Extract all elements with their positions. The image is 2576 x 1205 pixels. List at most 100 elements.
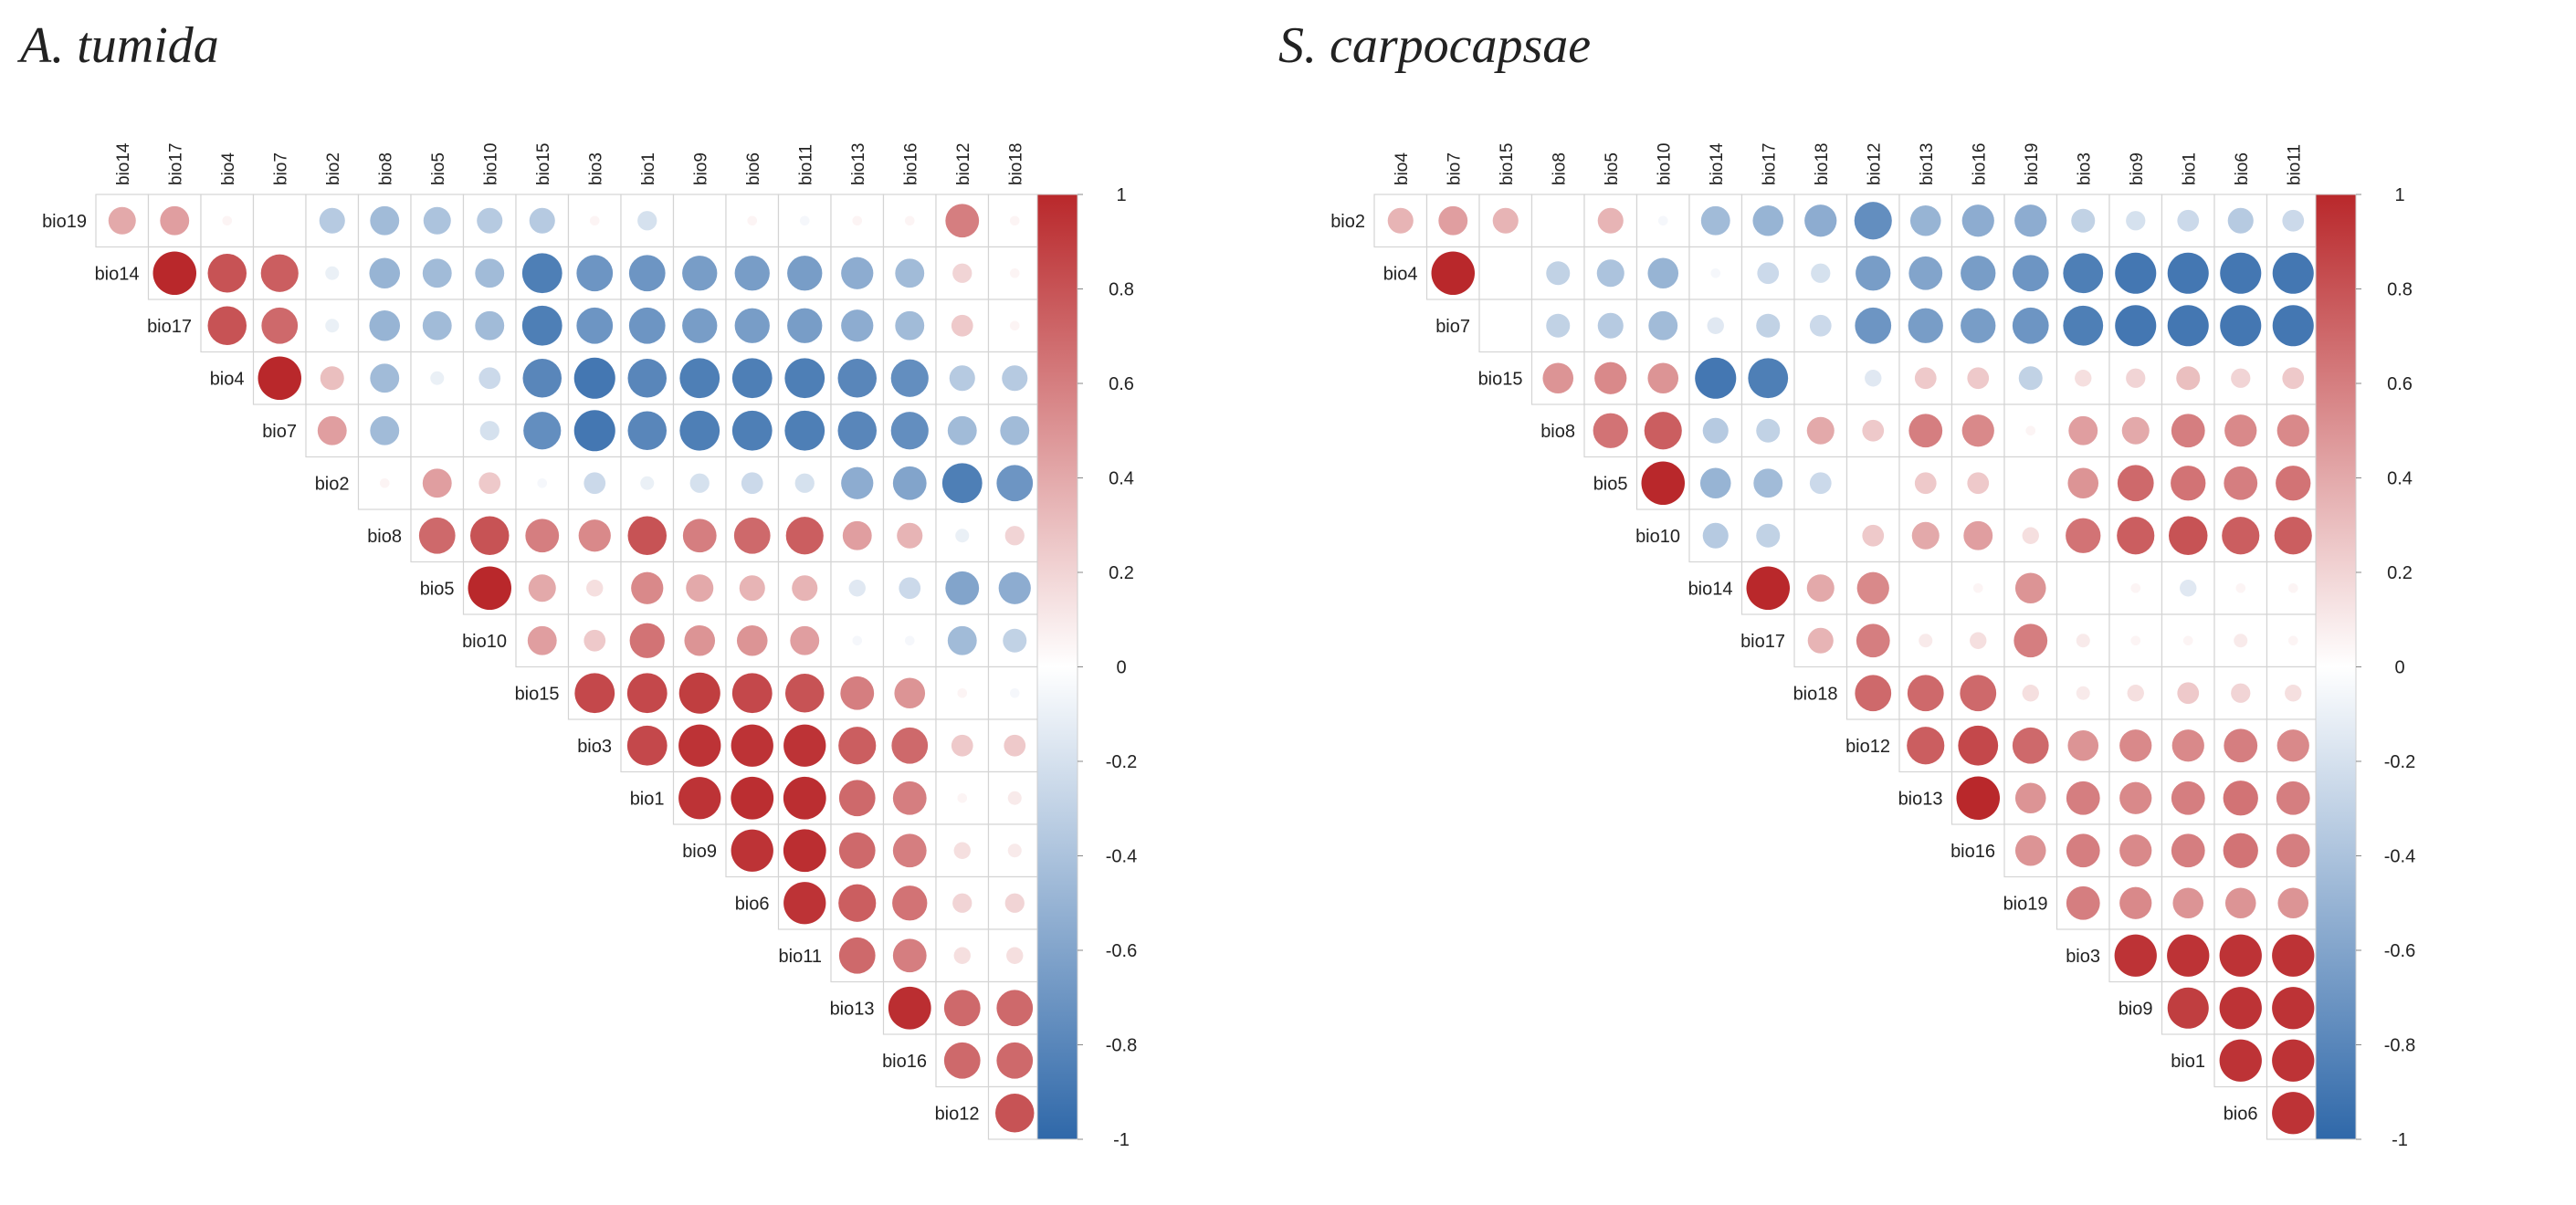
correlation-circle xyxy=(525,519,560,553)
correlation-circle xyxy=(1753,468,1783,498)
matrix-cell xyxy=(1530,194,1585,248)
correlation-circle xyxy=(1702,522,1729,549)
column-label: bio15 xyxy=(534,143,553,186)
correlation-circle xyxy=(2119,781,2152,814)
correlation-circle xyxy=(734,308,770,343)
correlation-circle xyxy=(2014,204,2047,237)
correlation-circle xyxy=(2130,582,2141,593)
correlation-circle xyxy=(837,359,877,398)
correlation-circle xyxy=(892,938,927,973)
correlation-circle xyxy=(1908,414,1943,448)
correlation-circle xyxy=(996,990,1034,1027)
correlation-circle xyxy=(468,566,511,610)
correlation-circle xyxy=(1492,207,1519,234)
colorbar-tick-label: 0.8 xyxy=(2387,280,2413,300)
correlation-circle xyxy=(1963,520,1993,550)
correlation-circle xyxy=(2171,781,2205,815)
column-label: bio13 xyxy=(849,143,868,186)
correlation-circle xyxy=(369,257,401,289)
correlation-circle xyxy=(1970,632,1987,649)
correlation-circle xyxy=(2121,416,2150,445)
correlation-circle xyxy=(1907,675,1944,712)
correlation-circle xyxy=(1911,521,1940,550)
correlation-circle xyxy=(1961,308,1996,343)
correlation-circle xyxy=(423,206,451,235)
matrix-cell xyxy=(357,351,412,405)
matrix-cell xyxy=(935,508,990,563)
correlation-circle xyxy=(947,625,977,655)
correlation-circle xyxy=(785,517,824,555)
correlation-circle xyxy=(790,625,820,655)
correlation-circle xyxy=(478,472,501,495)
column-label: bio7 xyxy=(271,152,290,185)
matrix-cell xyxy=(1793,351,1848,405)
correlation-circle xyxy=(892,833,927,868)
correlation-circle xyxy=(1702,417,1729,444)
correlation-circle xyxy=(731,776,774,820)
colorbar-tick-label: 0 xyxy=(1116,658,1126,678)
correlation-circle xyxy=(584,472,606,495)
correlation-circle xyxy=(2177,682,2200,705)
correlation-circle xyxy=(1809,314,1832,337)
row-label: bio13 xyxy=(830,999,875,1019)
colorbar-tick-label: -0.8 xyxy=(1106,1036,1137,1056)
correlation-circle xyxy=(1004,893,1025,913)
matrix-cell xyxy=(1845,456,1900,510)
column-label: bio16 xyxy=(901,143,920,186)
row-label: bio4 xyxy=(1383,264,1418,284)
correlation-circle xyxy=(739,575,765,602)
correlation-circle xyxy=(584,629,606,652)
correlation-circle xyxy=(422,468,452,498)
column-label: bio13 xyxy=(1918,143,1937,186)
correlation-circle xyxy=(998,571,1031,604)
column-label: bio18 xyxy=(1006,143,1025,186)
correlation-circle xyxy=(2076,634,2090,648)
column-label: bio5 xyxy=(429,152,448,185)
row-label: bio15 xyxy=(515,684,560,704)
correlation-circle xyxy=(2223,833,2258,868)
row-label: bio12 xyxy=(935,1104,980,1124)
correlation-circle xyxy=(2222,517,2260,555)
correlation-circle xyxy=(1707,317,1724,334)
correlation-circle xyxy=(1865,370,1882,387)
matrix-cell xyxy=(2003,456,2058,510)
column-label: bio5 xyxy=(1603,152,1622,185)
colorbar-tick-label: 0.6 xyxy=(1109,374,1134,394)
correlation-circle xyxy=(1748,358,1789,399)
matrix-cell xyxy=(1793,508,1848,563)
correlation-circle xyxy=(2022,527,2039,544)
correlation-circle xyxy=(2066,518,2101,553)
correlation-circle xyxy=(529,207,555,234)
correlation-circle xyxy=(891,727,929,764)
correlation-circle xyxy=(631,571,664,604)
column-label: bio8 xyxy=(1550,152,1569,185)
correlation-circle xyxy=(904,635,915,646)
correlation-circle xyxy=(2014,782,2046,814)
correlation-circle xyxy=(2071,208,2096,233)
correlation-circle xyxy=(1009,215,1020,226)
correlation-circle xyxy=(260,254,299,292)
correlation-circle xyxy=(2067,467,2099,499)
colorbar-tick-label: -0.2 xyxy=(2384,752,2415,772)
correlation-circle xyxy=(943,1042,981,1079)
correlation-circle xyxy=(477,207,503,234)
row-label: bio9 xyxy=(2119,999,2153,1019)
colorbar-tick-label: 0.2 xyxy=(2387,563,2413,583)
matrix-cell xyxy=(410,403,465,458)
correlation-circle xyxy=(890,412,929,450)
matrix-cell xyxy=(1898,456,1953,510)
correlation-circle xyxy=(2126,211,2146,231)
correlation-circle xyxy=(841,466,874,499)
row-label: bio18 xyxy=(1793,684,1838,704)
correlation-circle xyxy=(1961,414,1994,447)
row-label: bio14 xyxy=(95,264,140,284)
correlation-circle xyxy=(783,882,826,925)
correlation-circle xyxy=(528,574,556,602)
correlation-circle xyxy=(1919,634,1933,648)
correlation-circle xyxy=(679,358,720,399)
correlation-circle xyxy=(2012,255,2049,292)
correlogram-panel-b-carpocapsae: S. carpocapsae bio4 bio7 bio15 bio8 bio5 bio1… xyxy=(1278,0,2566,1205)
correlation-circle xyxy=(2130,635,2141,646)
correlation-circle xyxy=(904,215,915,226)
correlation-circle xyxy=(521,305,563,346)
